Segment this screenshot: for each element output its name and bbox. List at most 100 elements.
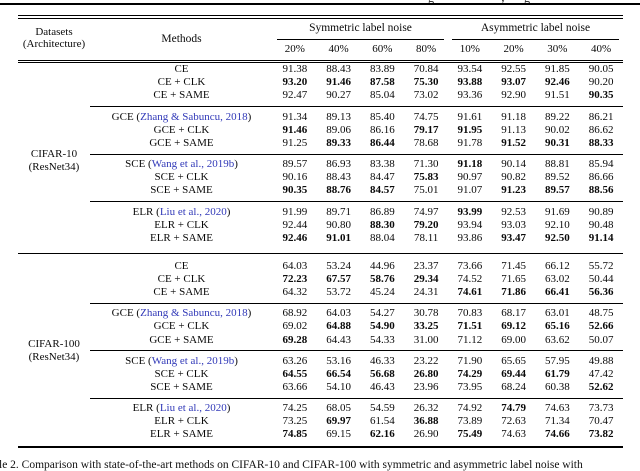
value-cell: 91.46 [326, 76, 351, 89]
value-cell: 62.16 [370, 428, 395, 441]
value-cell: 70.47 [588, 415, 614, 428]
table-row: GCE (Zhang & Sabuncu, 2018) 68.92 64.03 54.… [18, 307, 623, 320]
value-cell: 84.47 [370, 171, 395, 184]
table-caption: le 2. Comparison with state-of-the-art m… [0, 459, 583, 471]
dataset-name: CIFAR-10 [30, 148, 78, 160]
value-cell: 88.30 [370, 218, 395, 231]
value-cell: 78.68 [413, 136, 439, 149]
value-cell: 52.62 [588, 381, 614, 393]
value-cell: 50.44 [588, 272, 614, 285]
noise-level-header: 40% [591, 42, 612, 55]
value-cell: 91.78 [457, 136, 483, 149]
value-cell: 92.46 [282, 231, 308, 244]
method-cell: ELR + SAME [149, 428, 214, 441]
value-cell: 88.81 [545, 158, 570, 171]
noise-level-header: 60% [372, 42, 393, 55]
method-cell: CE [174, 63, 189, 76]
method-cell: CE + CLK [157, 272, 206, 285]
value-cell: 67.57 [326, 272, 351, 285]
value-cell: 33.25 [413, 320, 439, 333]
dataset-name: CIFAR-100 [28, 338, 80, 350]
value-cell: 91.52 [501, 136, 526, 149]
value-cell: 90.14 [501, 158, 526, 171]
table-row: CE + CLK 72.23 67.57 58.76 29.34 74.52 71.65 63… [18, 273, 623, 286]
value-cell: 44.96 [370, 259, 395, 272]
value-cell: 61.54 [370, 415, 395, 428]
method-cell: SCE (Wang et al., 2019b) [125, 354, 238, 367]
value-cell: 73.66 [457, 259, 483, 272]
value-cell: 56.36 [588, 286, 614, 299]
value-cell: 61.79 [545, 367, 570, 380]
value-cell: 72.63 [501, 415, 526, 428]
citation-link[interactable]: Zhang & Sabuncu, 2018 [140, 307, 248, 320]
value-cell: 23.37 [413, 259, 439, 272]
value-cell: 73.82 [588, 428, 614, 441]
value-cell: 90.05 [588, 63, 614, 76]
value-cell: 69.97 [326, 415, 351, 428]
value-cell: 66.54 [326, 367, 351, 380]
value-cell: 73.95 [457, 381, 483, 393]
value-cell: 88.56 [588, 184, 614, 197]
value-cell: 79.20 [413, 218, 439, 231]
value-cell: 74.29 [457, 367, 483, 380]
value-cell: 70.84 [413, 63, 439, 76]
value-cell: 74.63 [501, 428, 526, 441]
value-cell: 93.94 [457, 218, 483, 231]
table-row: CE + SAME 64.32 53.72 45.24 24.31 74.61 71.86 6… [18, 286, 623, 299]
noise-level-header: 30% [547, 42, 568, 55]
value-cell: 54.27 [370, 307, 395, 320]
value-cell: 91.18 [501, 110, 526, 123]
symmetric-noise-label: Symmetric label noise [309, 21, 412, 34]
value-cell: 57.95 [545, 354, 570, 367]
method-cell: ELR (Liu et al., 2020) [132, 402, 231, 415]
method-cell: SCE + SAME [150, 184, 213, 197]
citation-link[interactable]: Wang et al., 2019b [151, 354, 235, 367]
method-cell: GCE (Zhang & Sabuncu, 2018) [111, 110, 252, 123]
citation-link[interactable]: Liu et al., 2020 [159, 205, 227, 218]
value-cell: 71.86 [501, 286, 526, 299]
value-cell: 83.38 [370, 158, 395, 171]
value-cell: 91.13 [501, 123, 526, 136]
value-cell: 75.01 [413, 184, 439, 197]
col-header-datasets-line1: Datasets [35, 25, 73, 38]
value-cell: 93.07 [501, 76, 526, 89]
value-cell: 86.62 [588, 123, 614, 136]
value-cell: 30.78 [413, 307, 439, 320]
value-cell: 68.92 [282, 307, 308, 320]
table-row: CE 91.38 88.43 83.89 70.84 93.54 92.55 91.85 90.… [18, 63, 623, 76]
symmetric-cmidrule [277, 39, 444, 41]
value-cell: 74.92 [457, 402, 483, 415]
value-cell: 64.03 [326, 307, 351, 320]
table-row: GCE + CLK 91.46 89.06 86.16 79.17 91.95 91.13 9… [18, 124, 623, 137]
value-cell: 89.52 [545, 171, 570, 184]
asymmetric-cmidrule [452, 39, 619, 41]
clipped-glyph: g [428, 0, 434, 3]
value-cell: 54.33 [370, 333, 395, 346]
value-cell: 29.34 [413, 272, 439, 285]
value-cell: 91.69 [545, 205, 570, 218]
method-cell: CE + SAME [153, 286, 210, 299]
table-header: Datasets (Architecture) Methods Symmetri… [18, 19, 623, 60]
value-cell: 54.10 [326, 381, 351, 393]
value-cell: 92.90 [501, 89, 526, 102]
value-cell: 64.32 [282, 286, 308, 299]
citation-link[interactable]: Zhang & Sabuncu, 2018 [140, 110, 248, 123]
value-cell: 52.66 [588, 320, 614, 333]
value-cell: 86.89 [370, 205, 395, 218]
value-cell: 73.25 [282, 415, 308, 428]
value-cell: 26.32 [413, 402, 439, 415]
value-cell: 69.15 [326, 428, 351, 441]
value-cell: 75.49 [457, 428, 483, 441]
citation-link[interactable]: Wang et al., 2019b [151, 158, 235, 171]
value-cell: 90.31 [545, 136, 570, 149]
value-cell: 92.47 [282, 89, 308, 102]
symmetric-noise-levels: 20% 40% 60% 80% [273, 43, 448, 55]
method-cell: GCE (Zhang & Sabuncu, 2018) [111, 307, 252, 320]
value-cell: 88.43 [326, 171, 351, 184]
value-cell: 68.24 [501, 381, 526, 393]
citation-link[interactable]: Liu et al., 2020 [159, 402, 227, 415]
clipped-text-line: gyg [0, 0, 640, 3]
value-cell: 84.57 [370, 184, 395, 197]
value-cell: 74.85 [282, 428, 308, 441]
value-cell: 54.59 [370, 402, 395, 415]
